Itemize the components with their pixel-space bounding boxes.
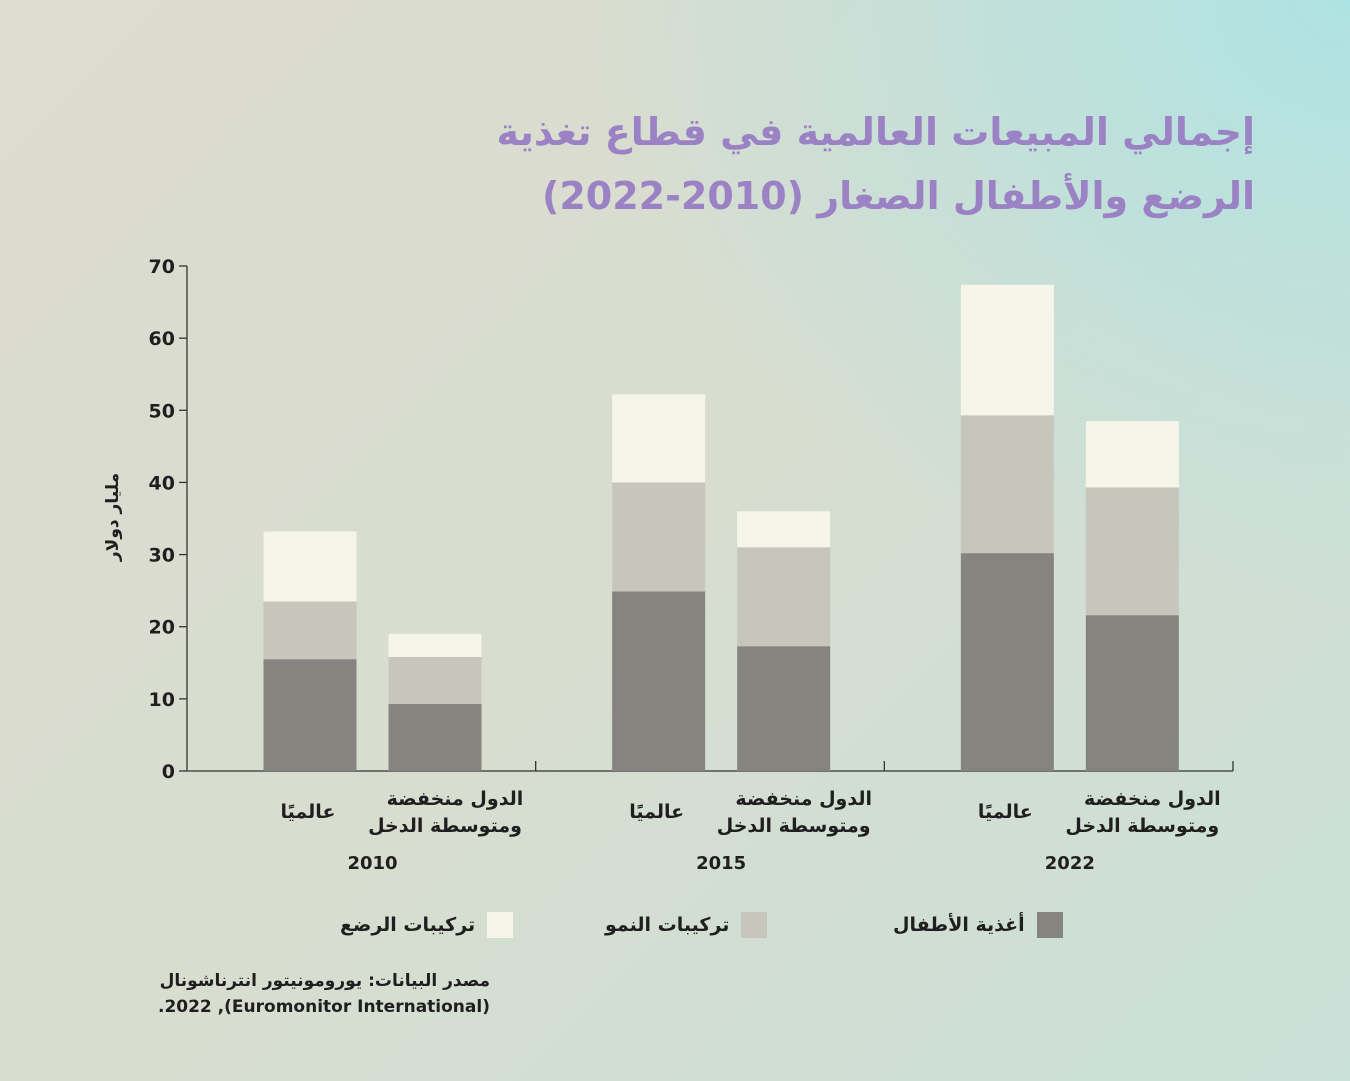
legend-swatch-infant-formula	[487, 912, 514, 938]
bar-segment	[960, 284, 1054, 416]
stacked-bar-chart: مليار دولار 0 10 20 30 40 50 60 70 عالميًا الدول …	[103, 256, 1234, 874]
x-category-label: الدول منخفضة	[387, 788, 524, 810]
bar-segment	[388, 703, 482, 771]
source-line-2: (Euromonitor International), 2022.	[157, 997, 490, 1017]
y-tick-label: 0	[162, 761, 175, 783]
legend-label-infant-formula: تركيبات الرضع	[340, 914, 476, 936]
legend-item-infant-food: أغذية الأطفال	[893, 908, 1063, 942]
bar-segment	[263, 659, 357, 771]
y-tick-label: 30	[149, 545, 175, 567]
legend-swatch-infant-food	[1036, 912, 1063, 938]
y-axis-label: مليار دولار	[103, 473, 123, 562]
x-category-label: ومتوسطة الدخل	[1065, 815, 1219, 837]
source-note: مصدر البيانات: يورومونيتور انترناشونال (…	[130, 968, 490, 1020]
bar-segment	[612, 591, 706, 771]
bar-segment	[1085, 421, 1179, 488]
legend-item-infant-formula: تركيبات الرضع	[340, 908, 514, 942]
x-category-label: ومتوسطة الدخل	[717, 815, 871, 837]
x-category-label: عالميًا	[281, 801, 336, 823]
bar-segment	[388, 657, 482, 704]
bar-segment	[263, 601, 357, 660]
x-category-label: عالميًا	[978, 801, 1033, 823]
bar-segment	[737, 646, 831, 771]
x-group-label: 2022	[1045, 853, 1095, 874]
legend-label-growing-up: تركيبات النمو	[605, 914, 730, 936]
y-tick-label: 40	[149, 472, 175, 494]
bar-segment	[612, 482, 706, 592]
legend-label-infant-food: أغذية الأطفال	[893, 914, 1025, 936]
y-tick-label: 70	[149, 256, 175, 278]
bar-segment	[737, 547, 831, 647]
bar-segment	[960, 553, 1054, 771]
x-group-label: 2010	[347, 853, 397, 874]
y-tick-label: 20	[149, 617, 175, 639]
x-category-label: الدول منخفضة	[735, 788, 872, 810]
y-tick-label: 10	[149, 689, 175, 711]
bar-segment	[612, 394, 706, 483]
legend-item-growing-up: تركيبات النمو	[605, 908, 768, 942]
source-line-1: مصدر البيانات: يورومونيتور انترناشونال	[159, 971, 490, 991]
chart-title: إجمالي المبيعات العالمية في قطاع تغذية ا…	[355, 100, 1255, 228]
x-category-label: عالميًا	[629, 801, 684, 823]
bar-segment	[737, 511, 831, 548]
x-group-label: 2015	[696, 853, 746, 874]
title-line-2: الرضع والأطفال الصغار (2010-2022)	[541, 174, 1255, 218]
x-category-label: ومتوسطة الدخل	[368, 815, 522, 837]
y-tick-label: 60	[149, 328, 175, 350]
bar-segment	[1085, 487, 1179, 616]
legend-swatch-growing-up	[741, 912, 768, 938]
bar-segment	[960, 415, 1054, 554]
x-category-label: الدول منخفضة	[1084, 788, 1221, 810]
title-line-1: إجمالي المبيعات العالمية في قطاع تغذية	[496, 110, 1255, 154]
bar-segment	[388, 633, 482, 658]
bar-segment	[1085, 615, 1179, 771]
bar-segment	[263, 531, 357, 602]
y-tick-label: 50	[149, 400, 175, 422]
